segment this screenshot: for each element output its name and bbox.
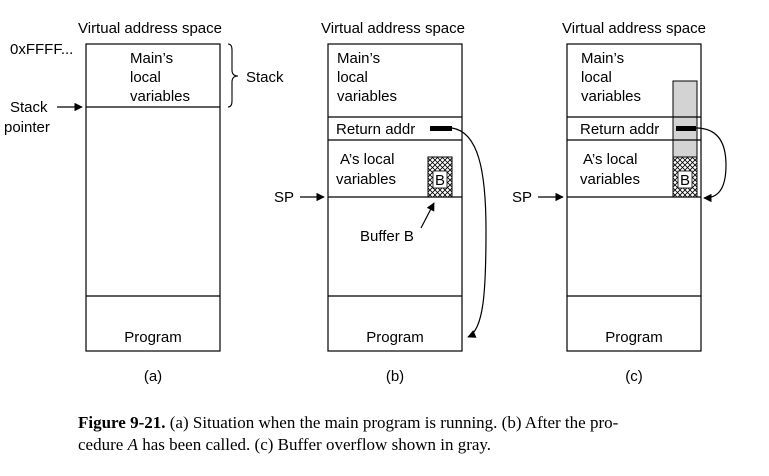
- figure-caption: Figure 9-21. (a) Situation when the main…: [78, 412, 728, 456]
- panel-c-a-locals-line1: A’s local: [583, 151, 637, 168]
- panel-c-sp-label: SP: [512, 189, 532, 206]
- panel-c: Virtual address space Main’s local varia…: [512, 20, 727, 385]
- panel-c-tag: (c): [625, 368, 643, 385]
- panel-c-main-locals-line1: Main’s: [581, 50, 624, 67]
- stack-pointer-label-line2: pointer: [4, 119, 50, 136]
- panel-a-main-locals-line2: local: [130, 69, 161, 86]
- panel-a-main-locals-line3: variables: [130, 88, 190, 105]
- panel-b-main-locals-line2: local: [337, 69, 368, 86]
- panel-a-stack-label: Stack: [246, 69, 284, 86]
- panel-b-main-locals-line1: Main’s: [337, 50, 380, 67]
- panel-c-a-locals-line2: variables: [580, 171, 640, 188]
- panel-b-sp-label: SP: [274, 189, 294, 206]
- panel-b-program-label: Program: [366, 329, 424, 346]
- panel-a-address-box: [85, 43, 221, 352]
- panel-b-a-locals-line1: A’s local: [340, 151, 394, 168]
- panel-b-buffer-letter-box: [432, 170, 448, 189]
- panel-a-tag: (a): [144, 368, 162, 385]
- panel-b-buffer-letter: B: [435, 172, 445, 189]
- panel-b-return-addr-label: Return addr: [336, 121, 415, 138]
- panel-b-a-locals-line2: variables: [336, 171, 396, 188]
- panel-a-header: Virtual address space: [78, 20, 222, 37]
- panel-c-return-addr-marker: [676, 126, 696, 131]
- panel-a-main-locals-line1: Main’s: [130, 50, 173, 67]
- caption-text-line2-post: has been called. (c) Buffer overflow sho…: [137, 435, 492, 454]
- panel-c-buffer-letter-box: [677, 170, 693, 189]
- panel-b-return-arrow: [451, 127, 487, 338]
- panel-b-header: Virtual address space: [321, 20, 465, 37]
- panel-b-tag: (b): [386, 368, 404, 385]
- stack-brace: [227, 43, 239, 108]
- panel-c-main-locals-line3: variables: [581, 88, 641, 105]
- panel-b: Virtual address space Main’s local varia…: [274, 20, 487, 385]
- stack-pointer-label-line1: Stack: [10, 99, 48, 116]
- stack-diagram: Virtual address space Main’s local varia…: [4, 20, 727, 385]
- panel-c-buffer-letter: B: [680, 172, 690, 189]
- panel-c-program-label: Program: [605, 329, 663, 346]
- buffer-b-label: Buffer B: [360, 228, 414, 245]
- panel-c-return-arrow: [695, 127, 727, 203]
- panel-a-program-label: Program: [124, 329, 182, 346]
- caption-text-line2-pre: cedure: [78, 435, 128, 454]
- panel-c-main-locals-line2: local: [581, 69, 612, 86]
- panel-b-main-locals-line3: variables: [337, 88, 397, 105]
- panel-a-top-address-label: 0xFFFF...: [10, 41, 73, 58]
- panel-a: Virtual address space Main’s local varia…: [4, 20, 284, 385]
- figure-number: Figure 9-21.: [78, 413, 166, 432]
- buffer-b-pointer-arrow: [420, 202, 435, 229]
- panel-c-header: Virtual address space: [562, 20, 706, 37]
- caption-procedure-name: A: [127, 435, 138, 454]
- panel-c-return-addr-label: Return addr: [580, 121, 659, 138]
- caption-text-line1: (a) Situation when the main program is r…: [165, 413, 619, 432]
- panel-b-return-addr-marker: [430, 126, 452, 131]
